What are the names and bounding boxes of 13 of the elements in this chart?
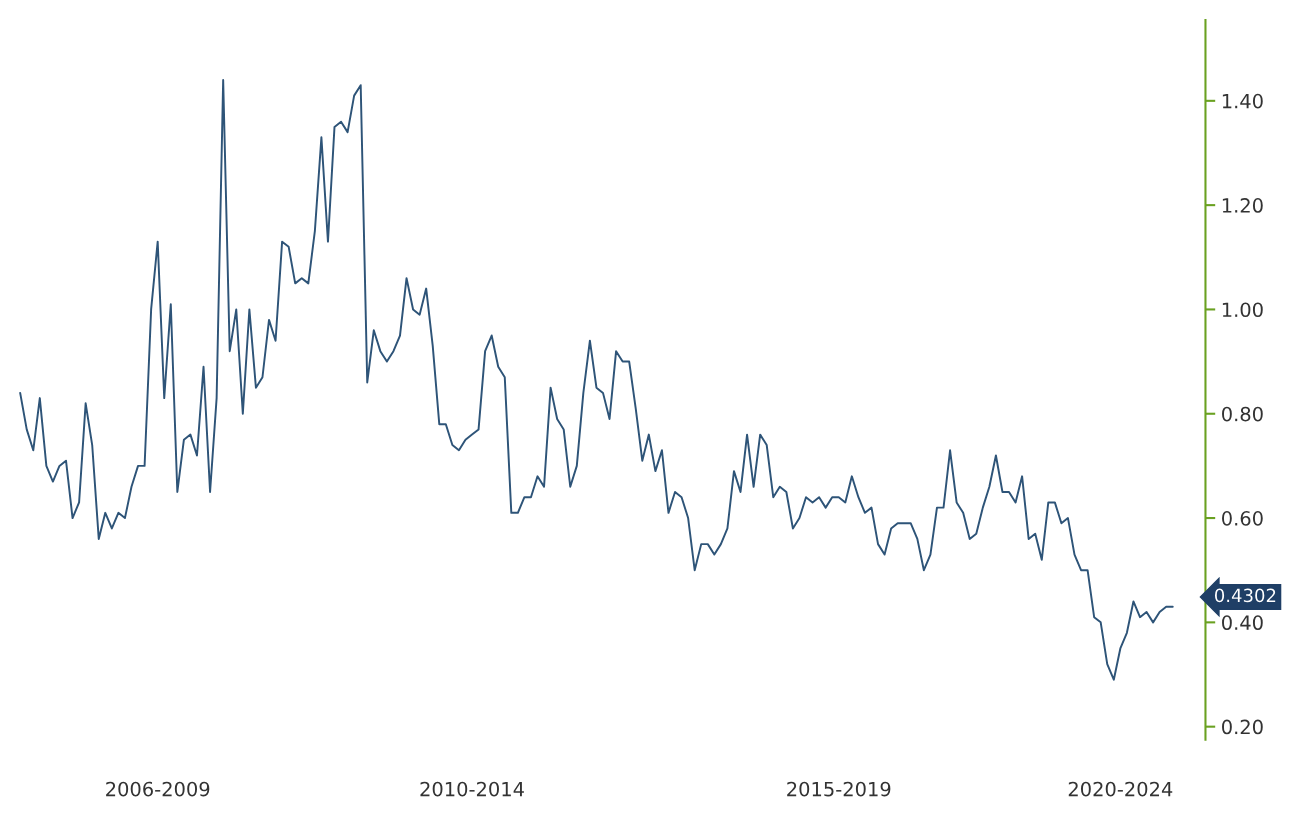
y-tick-label: 1.40 — [1222, 93, 1263, 109]
y-tick-label: 1.20 — [1222, 198, 1263, 213]
x-tick-label: 2020-2024 — [1068, 781, 1173, 797]
y-tick-label: 0.20 — [1222, 719, 1263, 735]
x-tick-label: 2006-2009 — [106, 781, 210, 797]
line-series — [19, 79, 1174, 681]
y-tick-label: 0.40 — [1222, 615, 1263, 631]
x-tick-label: 2015-2019 — [787, 781, 891, 797]
y-tick-label: 0.80 — [1222, 406, 1263, 422]
y-tick-label: 1.00 — [1222, 302, 1263, 318]
x-tick-label: 2010-2014 — [420, 781, 524, 797]
text: 0.4302 — [1215, 588, 1276, 603]
y-tick-label: 0.60 — [1222, 511, 1263, 526]
